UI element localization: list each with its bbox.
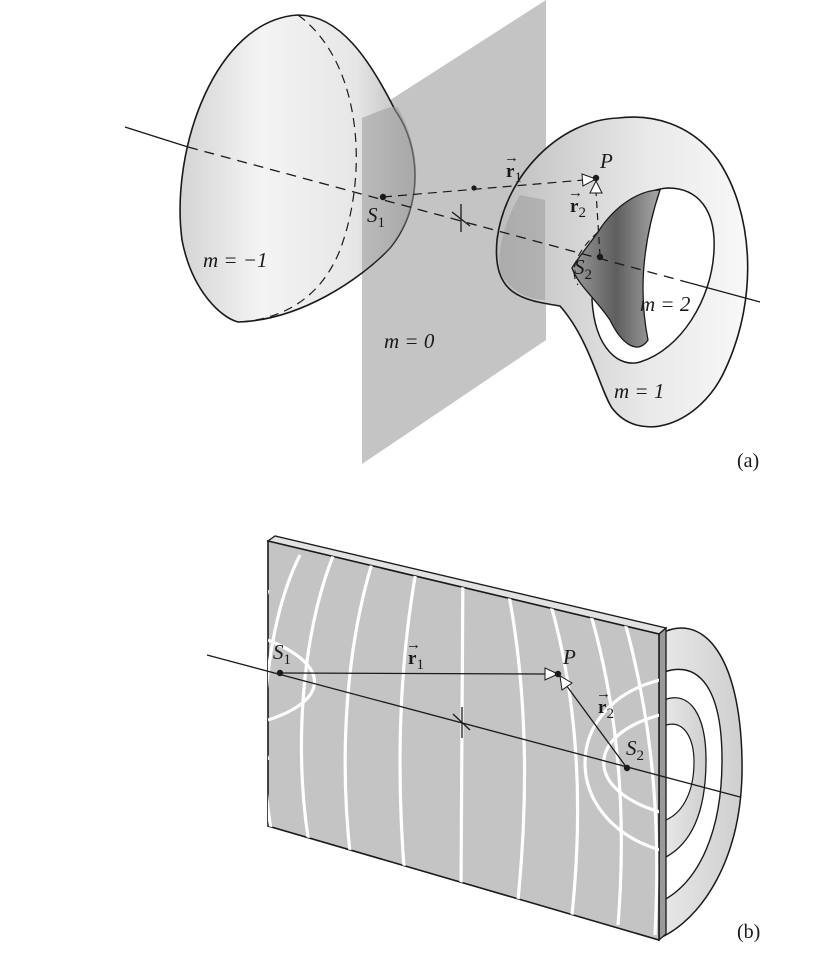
r2-arrowhead-a — [589, 179, 603, 194]
label-m-neg1: m = −1 — [203, 248, 268, 272]
m1-shell-shadow — [499, 195, 545, 300]
label-s1-b: S1 — [273, 640, 291, 668]
fringe-left-1 — [398, 549, 422, 881]
label-s1-a: S1 — [367, 203, 385, 231]
plane-crossing-dot — [471, 185, 477, 191]
fringe-left-5 — [268, 589, 270, 761]
r1-arrow-mark-a: → — [504, 150, 519, 166]
fringe-s2-loop — [602, 713, 659, 814]
label-r2-a: r2 — [570, 196, 586, 221]
axis-solid-right — [689, 282, 761, 303]
s2-point-a — [596, 253, 604, 261]
m-neg1-rim-hidden — [237, 14, 357, 323]
label-r1-a: r1 — [506, 161, 522, 186]
r2-vector-a — [595, 191, 601, 257]
s2-point-b — [623, 764, 631, 772]
r2-arrow-mark-a: → — [568, 185, 583, 201]
fringe-s1-loop — [268, 638, 316, 722]
label-r1-b: r1 — [408, 648, 424, 673]
r1-arrowhead-a — [581, 173, 598, 187]
label-s2-a: S2 — [574, 255, 592, 283]
axis-solid-left — [124, 126, 189, 148]
r2-arrow-mark-b: → — [596, 686, 611, 702]
fringe-s2-outer — [583, 678, 659, 852]
axis-dashed — [187, 146, 691, 284]
fringe-right-4 — [618, 604, 659, 936]
panel-label-a: (a) — [737, 450, 759, 472]
m-neg1-shell — [179, 14, 416, 323]
s1-point-a — [379, 193, 387, 201]
label-m2: m = 2 — [640, 292, 691, 316]
r1-arrow-mark-b: → — [406, 637, 421, 653]
label-p-a: P — [599, 149, 613, 173]
fringe-right-2 — [543, 584, 580, 916]
r2-vector-b — [565, 684, 628, 769]
label-p-b: P — [562, 645, 576, 669]
label-s2-b: S2 — [626, 736, 644, 764]
r1-vector-a — [382, 179, 585, 198]
label-m1: m = 1 — [614, 379, 664, 403]
fringe-left-2 — [343, 544, 380, 871]
fringe-right-1 — [503, 574, 527, 901]
panel-a: m = −1 m = 0 m = 1 m = 2 S1 S2 P r1 → r2… — [124, 0, 761, 472]
m2-shell — [571, 189, 661, 348]
fringe-left-3 — [299, 541, 342, 861]
r2-arrowhead-b — [559, 675, 573, 691]
label-r2-b: r2 — [598, 697, 614, 722]
p-point-a — [592, 174, 600, 182]
plate-right-edge — [658, 626, 667, 942]
fringe-left-4 — [268, 554, 302, 851]
fringe-lines — [268, 541, 659, 936]
m0-plane — [362, 0, 546, 464]
panel-label-b: (b) — [737, 921, 760, 943]
label-m0: m = 0 — [384, 329, 435, 353]
p-point-b — [554, 670, 562, 678]
r1-vector-b — [279, 672, 547, 675]
axis-b — [206, 654, 741, 798]
m-neg1-shell-shadow — [362, 106, 417, 272]
r1-arrowhead-b — [544, 667, 560, 681]
panel-b: S1 S2 P r1 → r2 → (b) — [206, 535, 760, 943]
fringe-right-3 — [583, 594, 623, 926]
shell-ring-4 — [665, 723, 695, 821]
s1-point-b — [276, 669, 284, 677]
